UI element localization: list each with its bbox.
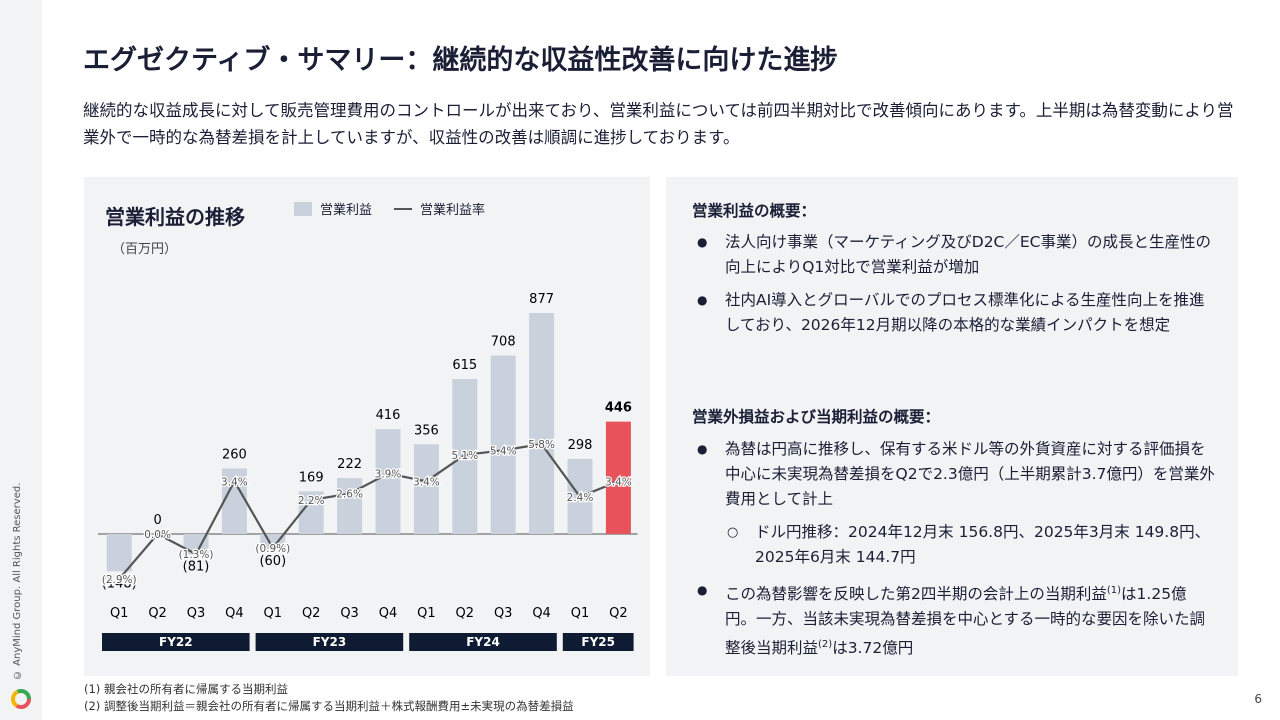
margin-label: (0.9%) xyxy=(255,543,290,555)
category-label: Q4 xyxy=(379,606,398,621)
margin-line xyxy=(118,442,619,580)
legend-line-swatch xyxy=(394,207,413,210)
margin-label: 5.8% xyxy=(528,439,555,451)
fiscal-year-band xyxy=(255,633,404,651)
footnote-ref-2: (2) xyxy=(818,639,833,651)
footnotes: (1) 親会社の所有者に帰属する当期利益 (2) 調整後当期利益＝親会社の所有者… xyxy=(84,681,574,715)
section1-item: 社内AI導入とグローバルでのプロセス標準化による生産性向上を推進しており、202… xyxy=(695,288,1215,338)
margin-label: 3.4% xyxy=(605,476,632,488)
chart-legend: 営業利益 営業利益率 xyxy=(294,199,485,218)
section1-item: 法人向け事業（マーケティング及びD2C／EC事業）の成長と生産性の向上によりQ1… xyxy=(695,230,1215,280)
footnote-ref-1: (1) xyxy=(1106,585,1122,596)
bar xyxy=(605,421,631,534)
category-label: Q1 xyxy=(571,606,590,621)
category-label: Q1 xyxy=(264,606,283,621)
fiscal-year-label: FY22 xyxy=(159,635,193,649)
section2-item2-text-b: は1.25億円。一方、当該未実現為替差損を中心とする一時的な要因を除いた調整後当… xyxy=(725,585,1206,658)
bar-value-label: 260 xyxy=(222,447,247,462)
fiscal-year-label: FY25 xyxy=(581,635,615,649)
bar-value-label: 877 xyxy=(529,292,554,307)
category-label: Q2 xyxy=(456,606,475,621)
margin-label: 3.9% xyxy=(375,469,402,481)
category-label: Q4 xyxy=(532,606,551,621)
bar xyxy=(452,379,478,534)
bar-value-label: 298 xyxy=(568,438,593,453)
margin-label: 5.1% xyxy=(451,450,478,462)
anymind-logo-icon xyxy=(11,689,31,709)
fiscal-year-band xyxy=(562,633,634,651)
page-title: エグゼクティブ・サマリー：継続的な収益性改善に向けた進捗 xyxy=(83,45,838,76)
category-label: Q2 xyxy=(302,606,321,621)
section2-subitem: ドル円推移：2024年12月末 156.8円、2025年3月末 149.8円、2… xyxy=(695,520,1215,570)
bar-value-label: 615 xyxy=(452,358,477,373)
bar xyxy=(529,313,555,534)
page-number: 6 xyxy=(1254,692,1262,706)
category-label: Q2 xyxy=(609,606,628,621)
bar xyxy=(337,478,363,534)
margin-label: 3.4% xyxy=(413,476,440,488)
category-label: Q4 xyxy=(225,606,244,621)
bar-value-label: 708 xyxy=(491,335,516,350)
section2-item2-text-a: この為替影響を反映した第2四半期の会計上の当期利益 xyxy=(725,585,1107,604)
category-label: Q3 xyxy=(340,606,359,621)
section2-item2-text-c: は3.72億円 xyxy=(832,639,914,658)
margin-label: (1.3%) xyxy=(179,549,214,561)
legend-line-label: 営業利益率 xyxy=(420,203,486,218)
section1-list: 法人向け事業（マーケティング及びD2C／EC事業）の成長と生産性の向上によりQ1… xyxy=(695,230,1215,346)
bar xyxy=(106,534,132,572)
margin-label: 5.4% xyxy=(490,445,517,457)
category-label: Q2 xyxy=(148,606,167,621)
margin-label: (2.9%) xyxy=(102,574,137,586)
footnote-1: (1) 親会社の所有者に帰属する当期利益 xyxy=(84,682,288,696)
fiscal-year-band xyxy=(409,633,557,651)
operating-profit-chart: (148) Q1 0 Q2 (81) Q3 260 Q4 (60) Q1 169 Q2 222 Q3 416… xyxy=(98,292,638,651)
section2-list: 為替は円高に推移し、保有する米ドル等の外貨資産に対する評価損を中心に未実現為替差… xyxy=(695,437,1215,669)
legend-bar-label: 営業利益 xyxy=(320,203,373,218)
bar-value-label: 222 xyxy=(337,457,362,472)
copyright-text: © AnyMind Group. All Rights Reserved. xyxy=(12,482,23,680)
chart-panel xyxy=(84,177,650,676)
lead-paragraph: 継続的な収益成長に対して販売管理費用のコントロールが出来ており、営業利益について… xyxy=(83,101,1234,147)
bar-value-label: (148) xyxy=(102,576,137,591)
margin-label: 2.4% xyxy=(567,492,594,504)
bar xyxy=(413,444,439,534)
fiscal-year-label: FY23 xyxy=(313,635,347,649)
bar-value-label: 356 xyxy=(414,423,439,438)
section2-item: この為替影響を反映した第2四半期の会計上の当期利益(1)は1.25億円。一方、当… xyxy=(695,578,1215,661)
margin-label: 0.0% xyxy=(144,529,171,541)
legend-bar-swatch xyxy=(294,201,312,216)
margin-label: 3.4% xyxy=(221,476,248,488)
bar-value-label: (60) xyxy=(259,554,286,569)
section2-item: 為替は円高に推移し、保有する米ドル等の外貨資産に対する評価損を中心に未実現為替差… xyxy=(695,437,1215,512)
bar xyxy=(490,355,516,534)
left-sidebar: © AnyMind Group. All Rights Reserved. xyxy=(0,0,42,720)
chart-unit: （百万円） xyxy=(112,242,178,257)
bar-value-label: 169 xyxy=(299,470,324,485)
bar-value-label: (81) xyxy=(183,559,210,574)
bar-value-label: 416 xyxy=(376,408,401,423)
chart-title: 営業利益の推移 xyxy=(105,205,245,229)
bar-value-label: 0 xyxy=(153,513,161,528)
category-label: Q3 xyxy=(187,606,206,621)
category-label: Q1 xyxy=(417,606,436,621)
fiscal-year-band xyxy=(102,633,250,651)
bar xyxy=(183,534,209,555)
bar-value-label: 446 xyxy=(605,401,632,416)
fiscal-year-label: FY24 xyxy=(466,635,500,649)
margin-label: 2.2% xyxy=(298,495,325,507)
section1-title: 営業利益の概要： xyxy=(692,202,817,220)
bar xyxy=(375,429,401,534)
margin-label: 2.6% xyxy=(336,489,363,501)
footnote-2: (2) 調整後当期利益＝親会社の所有者に帰属する当期利益＋株式報酬費用±未実現の… xyxy=(84,699,574,713)
category-label: Q3 xyxy=(494,606,513,621)
section2-title: 営業外損益および当期利益の概要： xyxy=(692,408,941,426)
category-label: Q1 xyxy=(110,606,129,621)
